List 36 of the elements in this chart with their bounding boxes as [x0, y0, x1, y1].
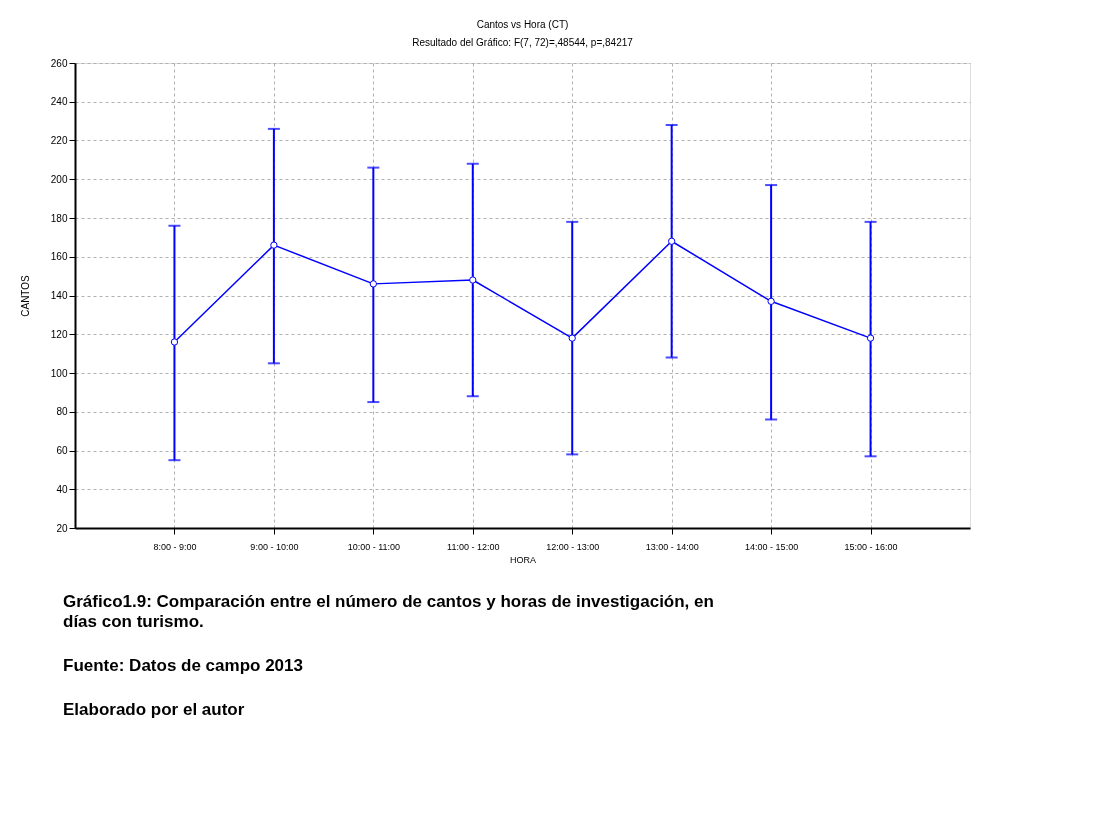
- chart-subtitle: Resultado del Gráfico: F(7, 72)=,48544, p=,84217: [412, 37, 634, 48]
- y-tick-label: 60: [56, 445, 68, 456]
- x-tick-label: 12:00 - 13:00: [546, 541, 600, 552]
- source-note: Fuente: Datos de campo 2013: [63, 656, 303, 675]
- y-tick-label: 80: [56, 406, 68, 418]
- point: [767, 297, 775, 305]
- y-tick-label: 160: [50, 251, 68, 263]
- point: [270, 241, 278, 249]
- y-tick-label: 100: [50, 367, 68, 379]
- x-tick-label: 11:00 - 12:00: [447, 541, 500, 552]
- x-tick-label: 14:00 - 15:00: [745, 541, 799, 552]
- point: [469, 276, 477, 284]
- x-tick-label: 9:00 - 10:00: [250, 541, 299, 552]
- x-axis-title: HORA: [509, 554, 537, 565]
- x-tick-label: 13:00 - 14:00: [645, 541, 699, 552]
- point: [668, 237, 676, 245]
- y-tick-label: 140: [50, 290, 68, 301]
- x-tick-label: 8:00 - 9:00: [153, 541, 197, 552]
- point: [170, 338, 179, 346]
- y-tick-label: 200: [50, 173, 68, 185]
- y-tick-label: 260: [50, 57, 68, 69]
- text: Gráfico1.9: Comparación entre el número de cantos y horas de investigación, en días con turismo.: [63, 592, 714, 631]
- y-tick-label: 220: [50, 135, 68, 146]
- point: [369, 280, 377, 288]
- chart-title: Cantos vs Hora (CT): [476, 19, 569, 30]
- y-axis-title: CANTOS: [19, 274, 31, 317]
- point: [866, 334, 875, 342]
- y-tick-label: 40: [56, 483, 68, 495]
- y-tick-label: 240: [50, 96, 68, 108]
- text: Elaborado por el autor: [63, 700, 245, 719]
- x-tick-label: 10:00 - 11:00: [347, 541, 401, 552]
- point: [568, 334, 576, 342]
- x-tick-label: 15:00 - 16:00: [844, 541, 898, 552]
- y-tick-label: 180: [50, 212, 68, 224]
- y-tick-label: 20: [56, 522, 68, 534]
- y-tick-label: 120: [50, 328, 68, 340]
